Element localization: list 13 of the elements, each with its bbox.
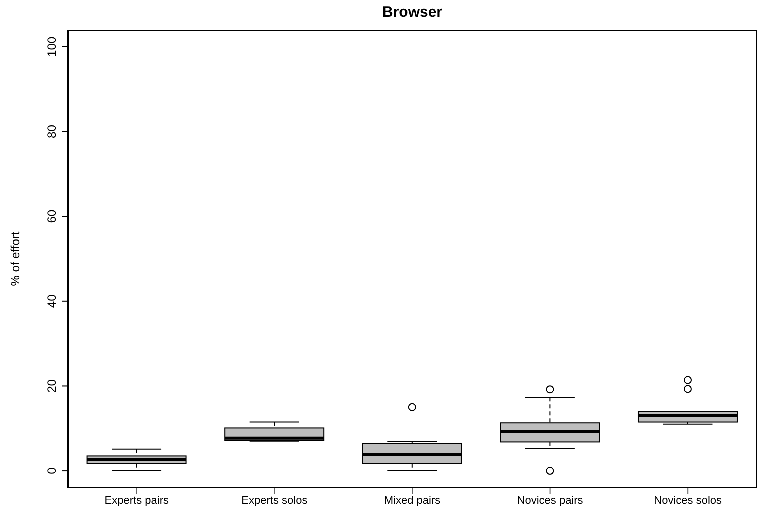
y-axis-title: % of effort	[8, 231, 22, 286]
x-tick-label: Mixed pairs	[384, 494, 442, 507]
y-tick-label: 20	[45, 379, 59, 393]
x-tick-label: Experts pairs	[104, 494, 170, 507]
y-tick-label: 40	[45, 294, 59, 308]
y-tick-label: 60	[45, 210, 59, 224]
x-tick-label: Novices pairs	[517, 494, 584, 507]
x-tick-label: Experts solos	[242, 494, 308, 507]
chart-title: Browser	[381, 4, 444, 21]
y-tick-label: 0	[45, 467, 59, 474]
y-tick-label: 100	[45, 36, 59, 57]
y-tick-label: 80	[45, 124, 59, 138]
x-tick-label: Novices solos	[654, 494, 723, 507]
